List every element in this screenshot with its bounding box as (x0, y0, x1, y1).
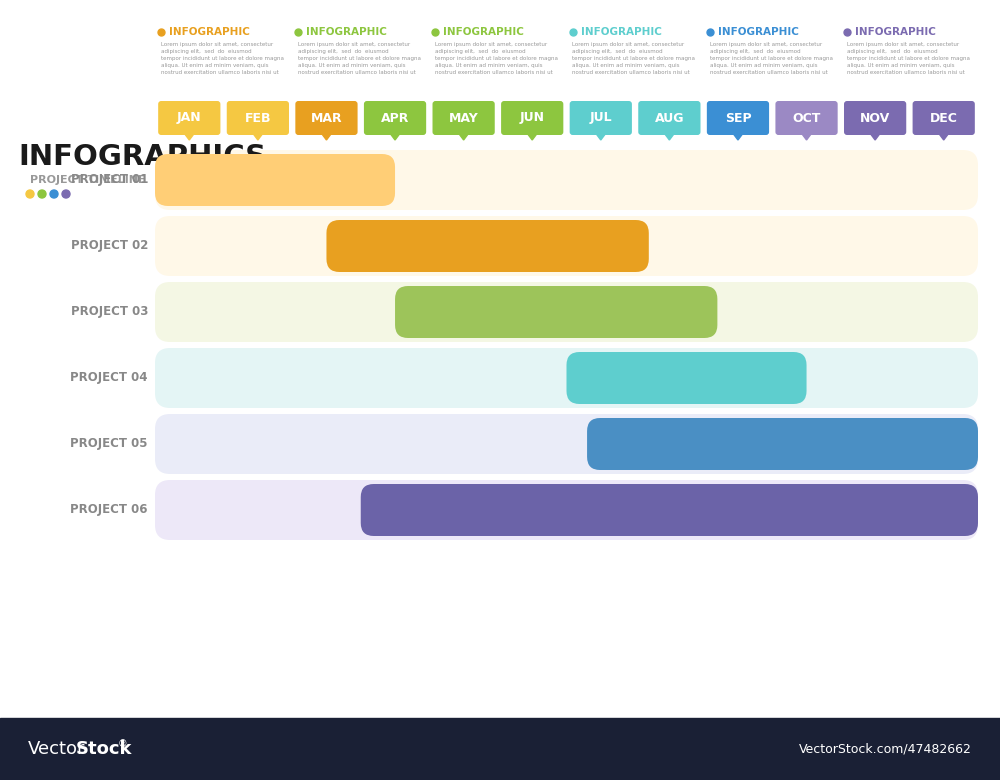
FancyBboxPatch shape (638, 101, 700, 135)
Text: INFOGRAPHIC: INFOGRAPHIC (580, 27, 661, 37)
FancyBboxPatch shape (295, 101, 358, 135)
Text: Lorem ipsum dolor sit amet, consectetur
adipiscing elit,  sed  do  eiusmod
tempo: Lorem ipsum dolor sit amet, consectetur … (572, 42, 696, 75)
FancyBboxPatch shape (155, 150, 978, 210)
Text: PROJECT 01: PROJECT 01 (71, 173, 148, 186)
Text: PROJECT 02: PROJECT 02 (71, 239, 148, 253)
FancyBboxPatch shape (155, 414, 978, 474)
Polygon shape (663, 132, 675, 140)
FancyBboxPatch shape (364, 101, 426, 135)
FancyBboxPatch shape (501, 101, 563, 135)
Bar (0, 718, 1000, 780)
FancyBboxPatch shape (155, 282, 978, 342)
FancyBboxPatch shape (326, 220, 649, 272)
Polygon shape (732, 132, 744, 140)
Circle shape (26, 190, 34, 198)
FancyBboxPatch shape (155, 216, 978, 276)
Text: JUN: JUN (520, 112, 545, 125)
Text: Lorem ipsum dolor sit amet, consectetur
adipiscing elit,  sed  do  eiusmod
tempo: Lorem ipsum dolor sit amet, consectetur … (710, 42, 833, 75)
Text: NOV: NOV (860, 112, 890, 125)
Polygon shape (320, 132, 332, 140)
Text: FEB: FEB (245, 112, 271, 125)
Polygon shape (595, 132, 607, 140)
FancyBboxPatch shape (158, 101, 220, 135)
Text: JUL: JUL (589, 112, 612, 125)
FancyBboxPatch shape (155, 348, 978, 408)
Text: Lorem ipsum dolor sit amet, consectetur
adipiscing elit,  sed  do  eiusmod
tempo: Lorem ipsum dolor sit amet, consectetur … (161, 42, 284, 75)
Text: AUG: AUG (655, 112, 684, 125)
Polygon shape (526, 132, 538, 140)
Circle shape (62, 190, 70, 198)
FancyBboxPatch shape (433, 101, 495, 135)
Text: INFOGRAPHICS: INFOGRAPHICS (18, 143, 266, 171)
Polygon shape (801, 132, 813, 140)
Text: INFOGRAPHIC: INFOGRAPHIC (718, 27, 799, 37)
FancyBboxPatch shape (913, 101, 975, 135)
Text: INFOGRAPHIC: INFOGRAPHIC (855, 27, 936, 37)
Text: PROJECT 05: PROJECT 05 (70, 438, 148, 451)
FancyBboxPatch shape (155, 480, 978, 540)
Circle shape (50, 190, 58, 198)
Text: Stock: Stock (76, 740, 132, 758)
Polygon shape (183, 132, 195, 140)
Polygon shape (389, 132, 401, 140)
Text: PROJECT 06: PROJECT 06 (70, 504, 148, 516)
Text: JAN: JAN (177, 112, 202, 125)
Polygon shape (458, 132, 470, 140)
FancyBboxPatch shape (361, 484, 978, 536)
Text: SEP: SEP (725, 112, 751, 125)
Text: INFOGRAPHIC: INFOGRAPHIC (443, 27, 524, 37)
Text: PROJECT 03: PROJECT 03 (71, 306, 148, 318)
FancyBboxPatch shape (155, 154, 395, 206)
FancyBboxPatch shape (570, 101, 632, 135)
Polygon shape (869, 132, 881, 140)
Text: PROJECT 04: PROJECT 04 (70, 371, 148, 385)
Text: OCT: OCT (792, 112, 821, 125)
Text: VectorStock.com/47482662: VectorStock.com/47482662 (799, 743, 972, 756)
Text: Vector: Vector (28, 740, 86, 758)
Polygon shape (938, 132, 950, 140)
Text: MAY: MAY (449, 112, 479, 125)
Text: Lorem ipsum dolor sit amet, consectetur
adipiscing elit,  sed  do  eiusmod
tempo: Lorem ipsum dolor sit amet, consectetur … (298, 42, 421, 75)
Text: MAR: MAR (311, 112, 342, 125)
Circle shape (38, 190, 46, 198)
FancyBboxPatch shape (227, 101, 289, 135)
FancyBboxPatch shape (566, 352, 807, 404)
Text: INFOGRAPHIC: INFOGRAPHIC (306, 27, 387, 37)
Text: DEC: DEC (930, 112, 958, 125)
Text: INFOGRAPHIC: INFOGRAPHIC (169, 27, 250, 37)
FancyBboxPatch shape (587, 418, 978, 470)
Text: Lorem ipsum dolor sit amet, consectetur
adipiscing elit,  sed  do  eiusmod
tempo: Lorem ipsum dolor sit amet, consectetur … (847, 42, 970, 75)
FancyBboxPatch shape (395, 286, 717, 338)
Polygon shape (252, 132, 264, 140)
Text: Lorem ipsum dolor sit amet, consectetur
adipiscing elit,  sed  do  eiusmod
tempo: Lorem ipsum dolor sit amet, consectetur … (435, 42, 558, 75)
FancyBboxPatch shape (775, 101, 838, 135)
FancyBboxPatch shape (844, 101, 906, 135)
FancyBboxPatch shape (707, 101, 769, 135)
Text: APR: APR (381, 112, 409, 125)
Text: PROJECT TIMELINE: PROJECT TIMELINE (30, 175, 146, 185)
Text: ®: ® (118, 739, 128, 749)
